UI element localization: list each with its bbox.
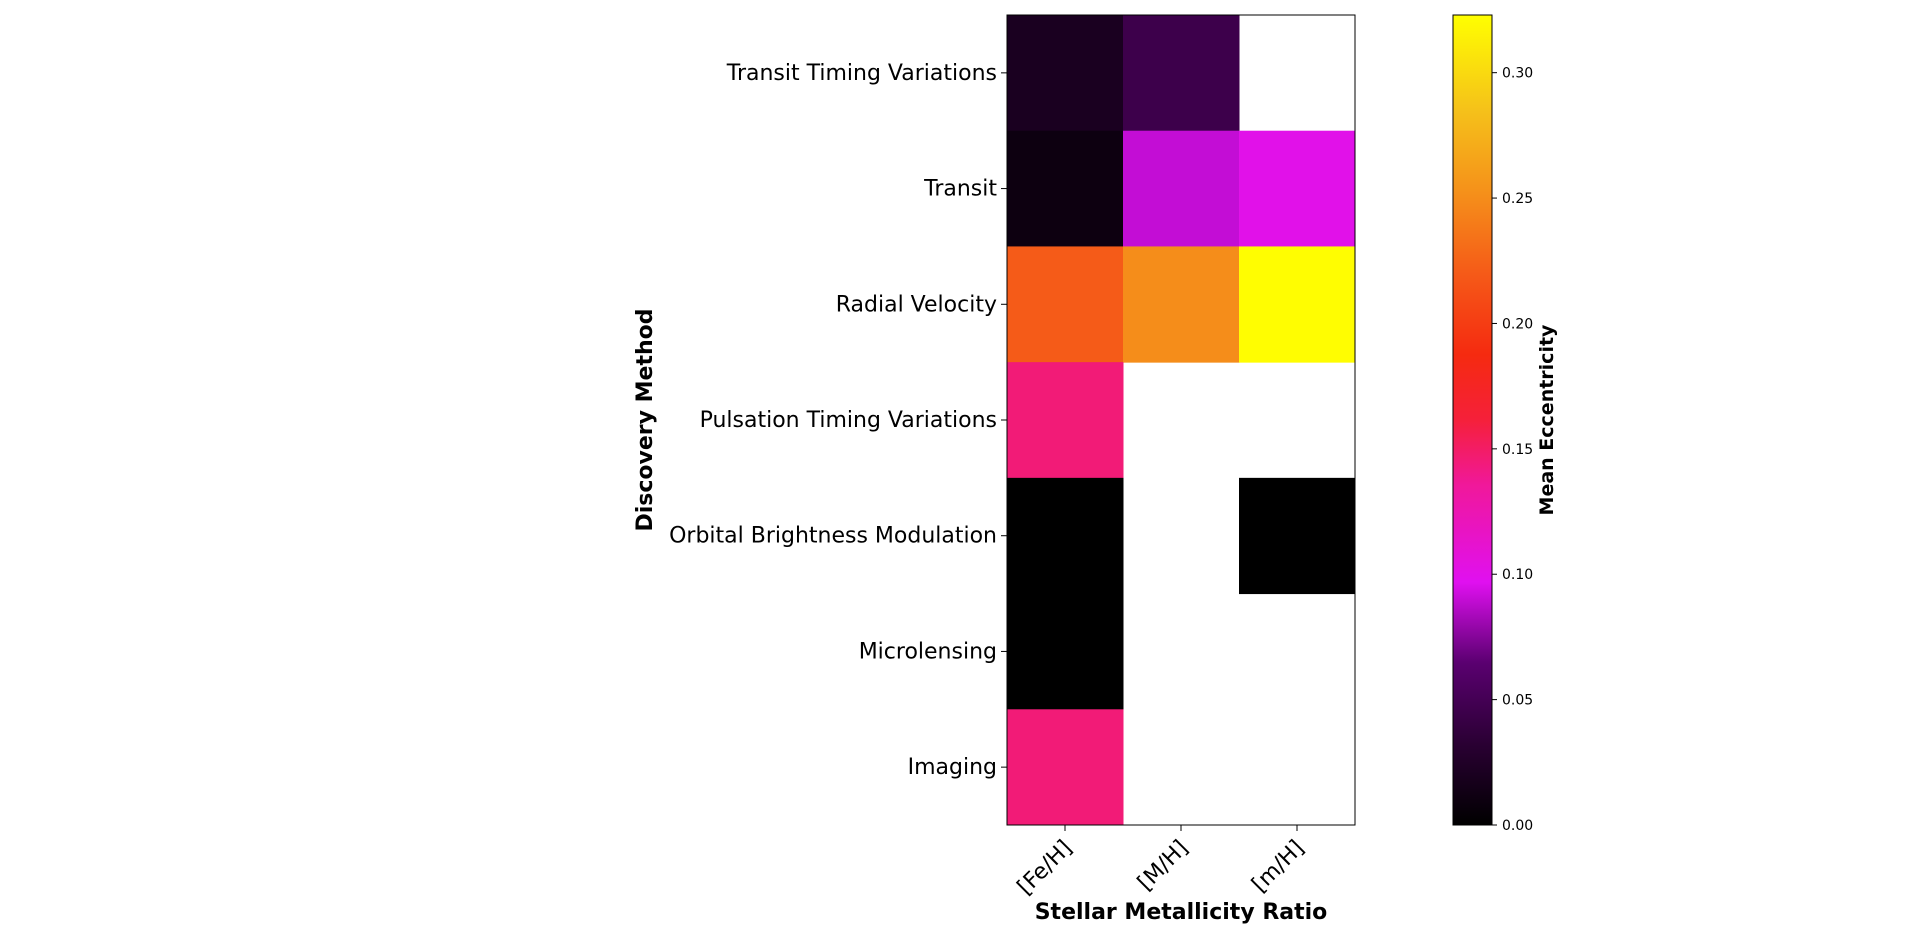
- heatmap-cell: [1123, 130, 1240, 247]
- colorbar-tick-label: 0.25: [1502, 191, 1533, 207]
- x-axis-title: Stellar Metallicity Ratio: [1035, 900, 1328, 925]
- row-tick-label: Pulsation Timing Variations: [700, 408, 997, 433]
- row-tick-label: Radial Velocity: [836, 292, 997, 317]
- heatmap-cell: [1007, 15, 1124, 132]
- colorbar-tick-label: 0.15: [1502, 442, 1533, 458]
- col-tick-label: [M/H]: [1133, 836, 1193, 896]
- y-axis-title: Discovery Method: [633, 308, 658, 531]
- colorbar: 0.00 0.05 0.10 0.15 0.20 0.25 0.30 Mean Eccent…: [1452, 14, 1558, 834]
- heatmap-cell: [1007, 362, 1124, 479]
- heatmap-cell: [1239, 246, 1356, 363]
- colorbar-tick-label: 0.20: [1502, 316, 1533, 332]
- colorbar-gradient: [1452, 14, 1493, 826]
- colorbar-title: Mean Eccentricity: [1536, 324, 1558, 515]
- colorbar-tick-label: 0.00: [1502, 818, 1533, 834]
- heatmap-cell: [1007, 246, 1124, 363]
- heatmap-cell: [1123, 246, 1240, 363]
- col-tick-label: [Fe/H]: [1013, 836, 1077, 900]
- heatmap-cell: [1007, 593, 1124, 710]
- colorbar-tick-label: 0.30: [1502, 66, 1533, 82]
- col-ticks: [Fe/H] [M/H] [m/H]: [1013, 825, 1309, 900]
- row-tick-label: Imaging: [908, 755, 997, 780]
- row-ticks: Transit Timing Variations Transit Radial V…: [669, 61, 1007, 780]
- row-tick-label: Microlensing: [859, 639, 997, 664]
- colorbar-tick-label: 0.10: [1502, 567, 1533, 583]
- heatmap-cell: [1007, 477, 1124, 595]
- heatmap-cell: [1007, 130, 1124, 247]
- heatmap-cell: [1123, 15, 1240, 132]
- heatmap-cells: [1007, 15, 1356, 826]
- col-tick-label: [m/H]: [1247, 836, 1309, 898]
- colorbar-tick-label: 0.05: [1502, 693, 1533, 709]
- row-tick-label: Transit Timing Variations: [726, 61, 997, 86]
- heatmap-cell: [1239, 477, 1356, 595]
- row-tick-label: Transit: [923, 177, 997, 202]
- heatmap-cell: [1239, 130, 1356, 247]
- row-tick-label: Orbital Brightness Modulation: [669, 524, 997, 549]
- colorbar-ticks: 0.00 0.05 0.10 0.15 0.20 0.25 0.30: [1492, 66, 1533, 834]
- heatmap-cell: [1007, 709, 1124, 826]
